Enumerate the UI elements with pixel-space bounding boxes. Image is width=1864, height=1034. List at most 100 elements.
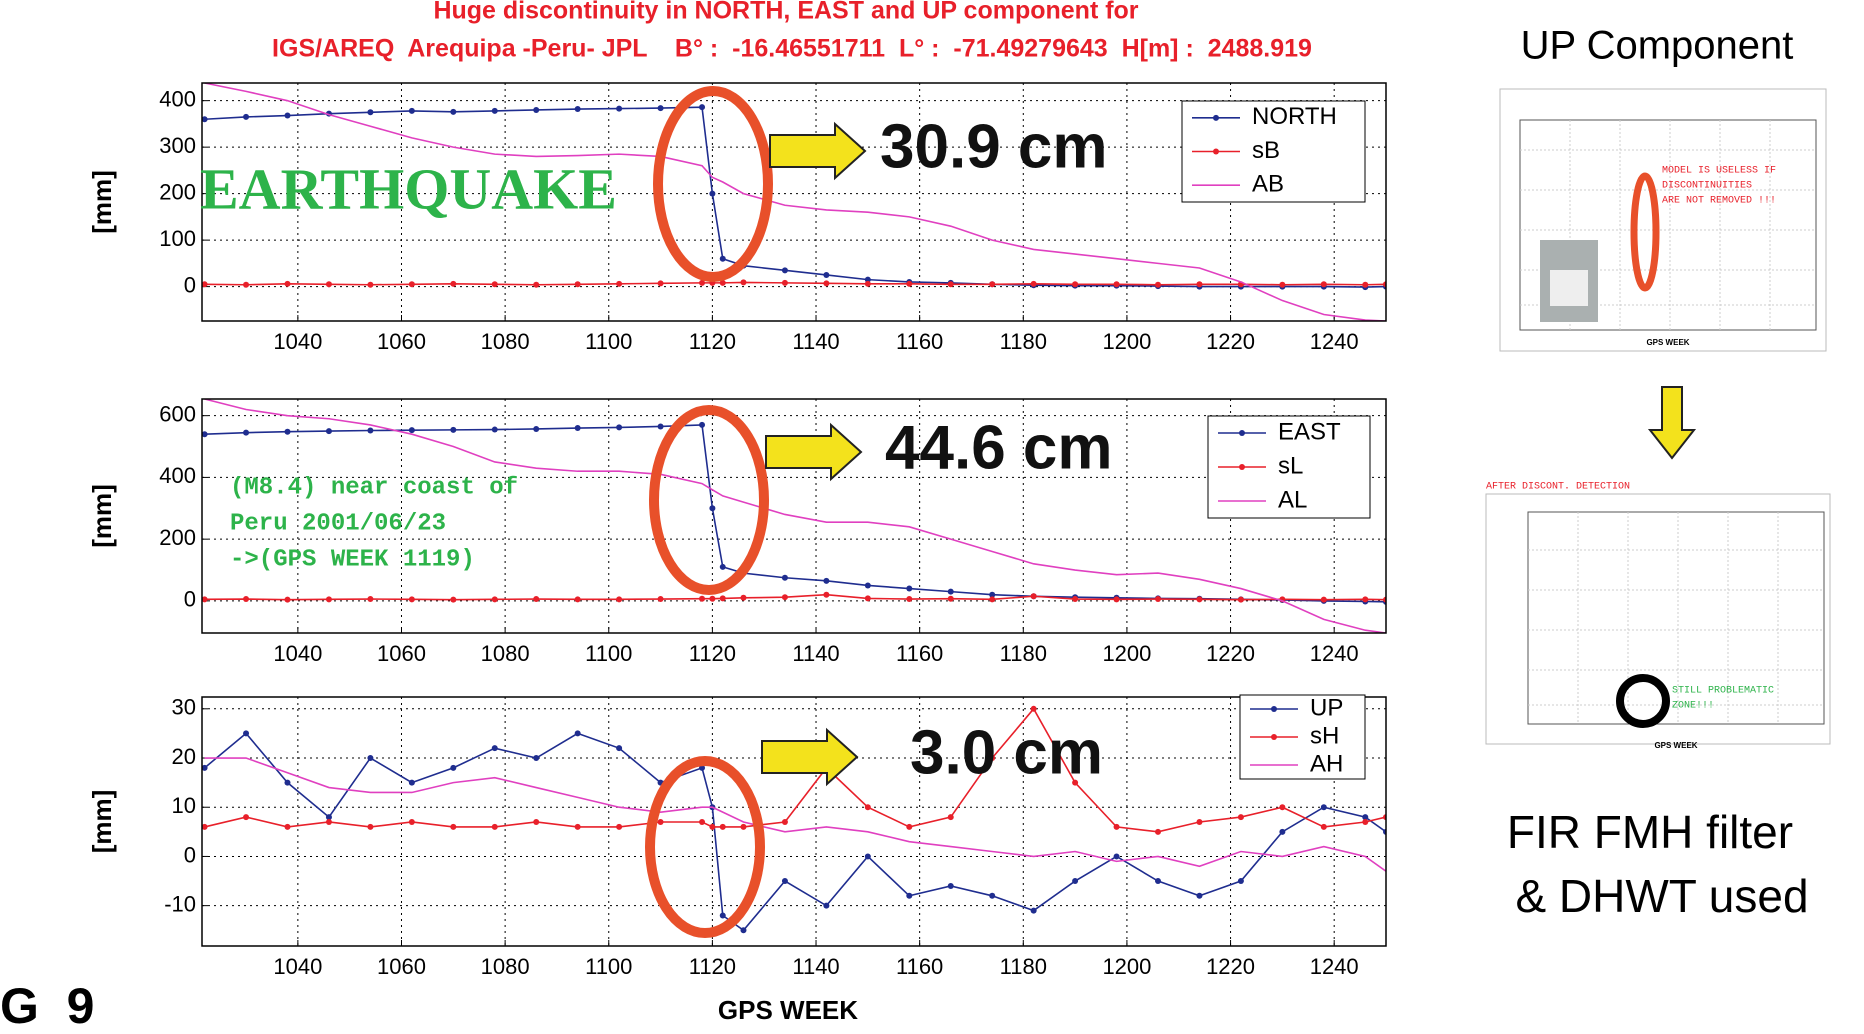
data-point [1279, 282, 1285, 288]
data-point [284, 281, 290, 287]
thumb-note: ARE NOT REMOVED !!! [1662, 196, 1776, 207]
data-point [658, 819, 664, 825]
data-point [367, 109, 373, 115]
y-axis-label: [mm] [87, 790, 117, 854]
data-point [948, 596, 954, 602]
data-point [658, 280, 664, 286]
data-point [740, 279, 746, 285]
data-point [906, 824, 912, 830]
data-point [492, 824, 498, 830]
data-point [533, 596, 539, 602]
data-point [575, 106, 581, 112]
data-point [699, 596, 705, 602]
data-point [709, 824, 715, 830]
callout-text: 30.9 cm [880, 112, 1108, 181]
data-point [492, 108, 498, 114]
panel-heading: UP Component [1521, 24, 1794, 68]
data-point [243, 730, 249, 736]
data-point [709, 596, 715, 602]
data-point [1072, 596, 1078, 602]
legend-marker [1239, 430, 1245, 436]
data-point [492, 596, 498, 602]
data-point [284, 597, 290, 603]
data-point [409, 780, 415, 786]
data-point [658, 596, 664, 602]
data-point [823, 272, 829, 278]
legend-marker [1213, 149, 1219, 155]
y-axis-label: [mm] [87, 170, 117, 234]
data-point [948, 589, 954, 595]
x-tick-label: 1220 [1206, 329, 1255, 354]
data-point [1321, 281, 1327, 287]
x-tick-label: 1100 [585, 329, 632, 354]
data-point [616, 106, 622, 112]
x-tick-label: 1040 [273, 329, 322, 354]
data-point [243, 430, 249, 436]
legend-marker [1239, 464, 1245, 470]
y-tick-label: 400 [159, 463, 196, 488]
x-tick-label: 1160 [896, 954, 943, 979]
thumb-note: STILL PROBLEMATIC [1672, 686, 1774, 697]
data-point [1196, 819, 1202, 825]
x-tick-label: 1040 [273, 954, 322, 979]
data-point [367, 282, 373, 288]
data-point [1114, 596, 1120, 602]
data-point [1072, 878, 1078, 884]
data-point [740, 595, 746, 601]
data-point [740, 927, 746, 933]
data-point [450, 281, 456, 287]
data-point [1362, 282, 1368, 288]
legend-label: AH [1310, 750, 1343, 777]
data-point [367, 755, 373, 761]
data-point [1114, 824, 1120, 830]
data-point [492, 745, 498, 751]
data-point [243, 596, 249, 602]
x-tick-label: 1200 [1102, 641, 1151, 666]
x-tick-label: 1080 [481, 641, 530, 666]
data-point [782, 594, 788, 600]
y-tick-label: 100 [159, 226, 196, 251]
x-tick-label: 1240 [1310, 954, 1359, 979]
data-point [326, 596, 332, 602]
data-point [450, 765, 456, 771]
data-point [865, 582, 871, 588]
data-point [533, 282, 539, 288]
data-point [616, 745, 622, 751]
thumb-caption: AFTER DISCONT. DETECTION [1486, 482, 1630, 493]
data-point [1279, 829, 1285, 835]
legend-marker [1271, 706, 1277, 712]
x-tick-label: 1060 [377, 954, 426, 979]
x-tick-label: 1140 [792, 329, 839, 354]
data-point [989, 596, 995, 602]
data-point [450, 824, 456, 830]
y-axis-label: [mm] [87, 484, 117, 548]
x-tick-label: 1180 [1000, 641, 1047, 666]
data-point [450, 597, 456, 603]
down-arrow [1650, 387, 1694, 458]
data-point [865, 595, 871, 601]
data-point [1321, 597, 1327, 603]
x-tick-label: 1140 [792, 641, 839, 666]
x-tick-label: 1200 [1102, 954, 1151, 979]
x-tick-label: 1180 [1000, 329, 1047, 354]
data-point [782, 280, 788, 286]
data-point [243, 814, 249, 820]
data-point [616, 824, 622, 830]
x-tick-label: 1160 [896, 329, 943, 354]
data-point [450, 109, 456, 115]
note-line: Peru 2001/06/23 [230, 510, 446, 537]
data-point [658, 423, 664, 429]
data-point [782, 878, 788, 884]
x-tick-label: 1100 [585, 641, 632, 666]
x-tick-label: 1060 [377, 329, 426, 354]
data-point [575, 596, 581, 602]
data-point [409, 427, 415, 433]
figure: Huge discontinuity in NORTH, EAST and UP… [0, 0, 1864, 1034]
data-point [1155, 829, 1161, 835]
data-point [326, 281, 332, 287]
data-point [823, 280, 829, 286]
panel-footer: FIR FMH filter [1507, 806, 1793, 858]
data-point [782, 575, 788, 581]
y-tick-label: -10 [164, 891, 196, 916]
x-tick-label: 1120 [689, 954, 736, 979]
